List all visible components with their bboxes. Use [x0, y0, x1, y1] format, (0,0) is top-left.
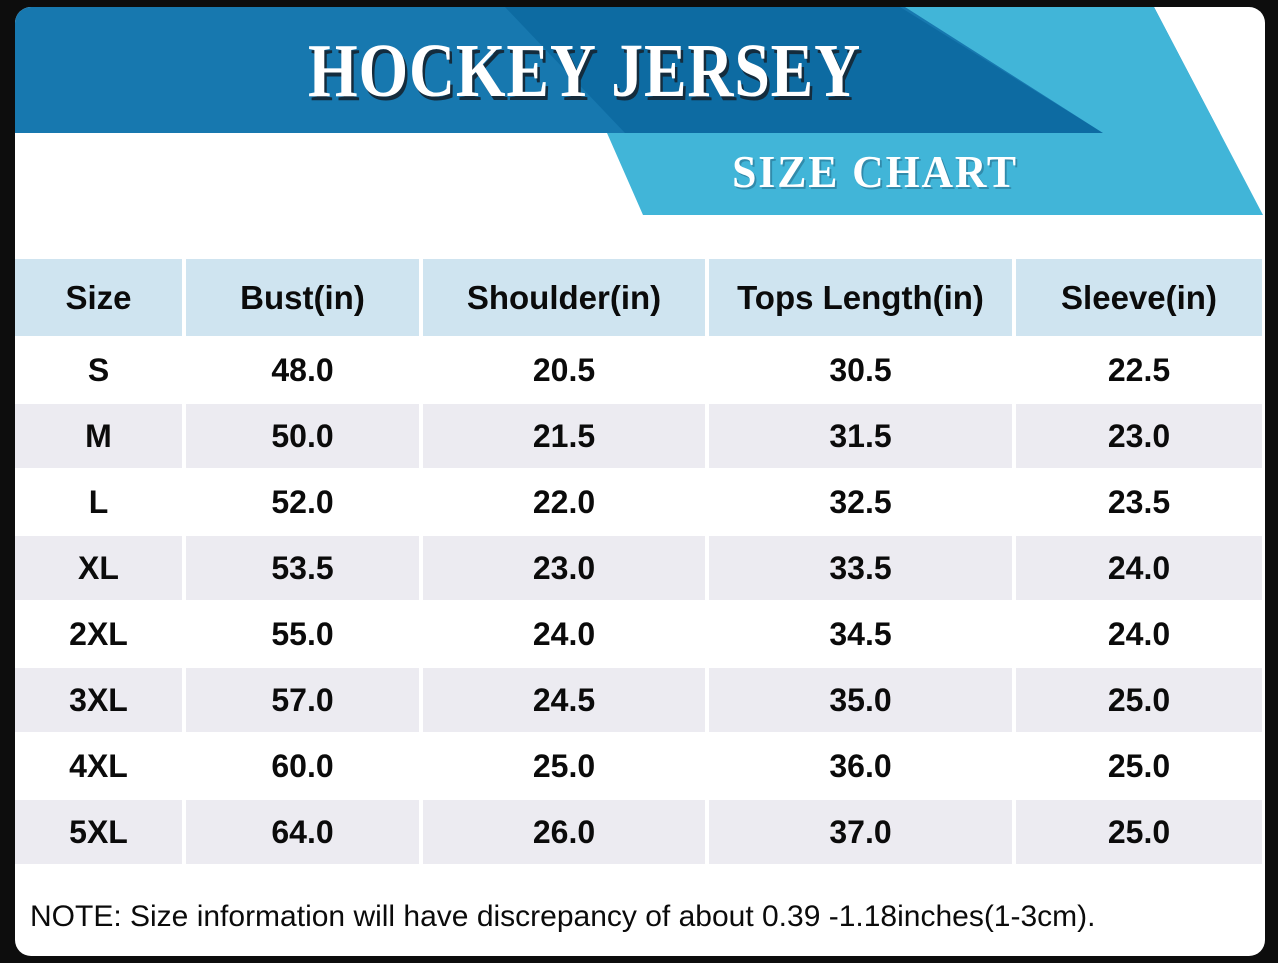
cell-tops-length: 30.5: [709, 338, 1012, 402]
cell-shoulder: 22.0: [423, 470, 705, 534]
cell-sleeve: 25.0: [1016, 800, 1262, 864]
cell-tops-length: 33.5: [709, 536, 1012, 600]
cell-sleeve: 25.0: [1016, 734, 1262, 798]
cell-size: 5XL: [15, 800, 182, 864]
cell-sleeve: 24.0: [1016, 602, 1262, 666]
cell-shoulder: 26.0: [423, 800, 705, 864]
cell-tops-length: 34.5: [709, 602, 1012, 666]
cell-size: S: [15, 338, 182, 402]
cell-sleeve: 25.0: [1016, 668, 1262, 732]
cell-shoulder: 24.5: [423, 668, 705, 732]
cell-size: 3XL: [15, 668, 182, 732]
cell-shoulder: 23.0: [423, 536, 705, 600]
cell-shoulder: 24.0: [423, 602, 705, 666]
cell-bust: 48.0: [186, 338, 419, 402]
size-table: Size Bust(in) Shoulder(in) Tops Length(i…: [15, 259, 1263, 864]
column-header-bust: Bust(in): [186, 259, 419, 336]
cell-tops-length: 31.5: [709, 404, 1012, 468]
cell-sleeve: 23.0: [1016, 404, 1262, 468]
cell-size: XL: [15, 536, 182, 600]
cell-size: 4XL: [15, 734, 182, 798]
cell-tops-length: 36.0: [709, 734, 1012, 798]
cell-bust: 55.0: [186, 602, 419, 666]
cell-size: M: [15, 404, 182, 468]
column-header-tops-length: Tops Length(in): [709, 259, 1012, 336]
cell-bust: 60.0: [186, 734, 419, 798]
cell-shoulder: 21.5: [423, 404, 705, 468]
cell-shoulder: 25.0: [423, 734, 705, 798]
cell-bust: 64.0: [186, 800, 419, 864]
cell-bust: 52.0: [186, 470, 419, 534]
cell-tops-length: 35.0: [709, 668, 1012, 732]
cell-size: L: [15, 470, 182, 534]
size-note: NOTE: Size information will have discrep…: [30, 900, 1096, 933]
cell-tops-length: 32.5: [709, 470, 1012, 534]
cell-sleeve: 23.5: [1016, 470, 1262, 534]
cell-sleeve: 22.5: [1016, 338, 1262, 402]
cell-shoulder: 20.5: [423, 338, 705, 402]
column-header-size: Size: [15, 259, 182, 336]
cell-bust: 53.5: [186, 536, 419, 600]
page-title: HOCKEY JERSEY: [307, 29, 862, 113]
column-header-shoulder: Shoulder(in): [423, 259, 705, 336]
cell-bust: 57.0: [186, 668, 419, 732]
column-header-sleeve: Sleeve(in): [1016, 259, 1262, 336]
cell-sleeve: 24.0: [1016, 536, 1262, 600]
cell-size: 2XL: [15, 602, 182, 666]
cell-tops-length: 37.0: [709, 800, 1012, 864]
page-subtitle: SIZE CHART: [732, 146, 1018, 197]
cell-bust: 50.0: [186, 404, 419, 468]
card-body: HOCKEY JERSEY SIZE CHART Size Bust(in) S…: [15, 7, 1265, 956]
